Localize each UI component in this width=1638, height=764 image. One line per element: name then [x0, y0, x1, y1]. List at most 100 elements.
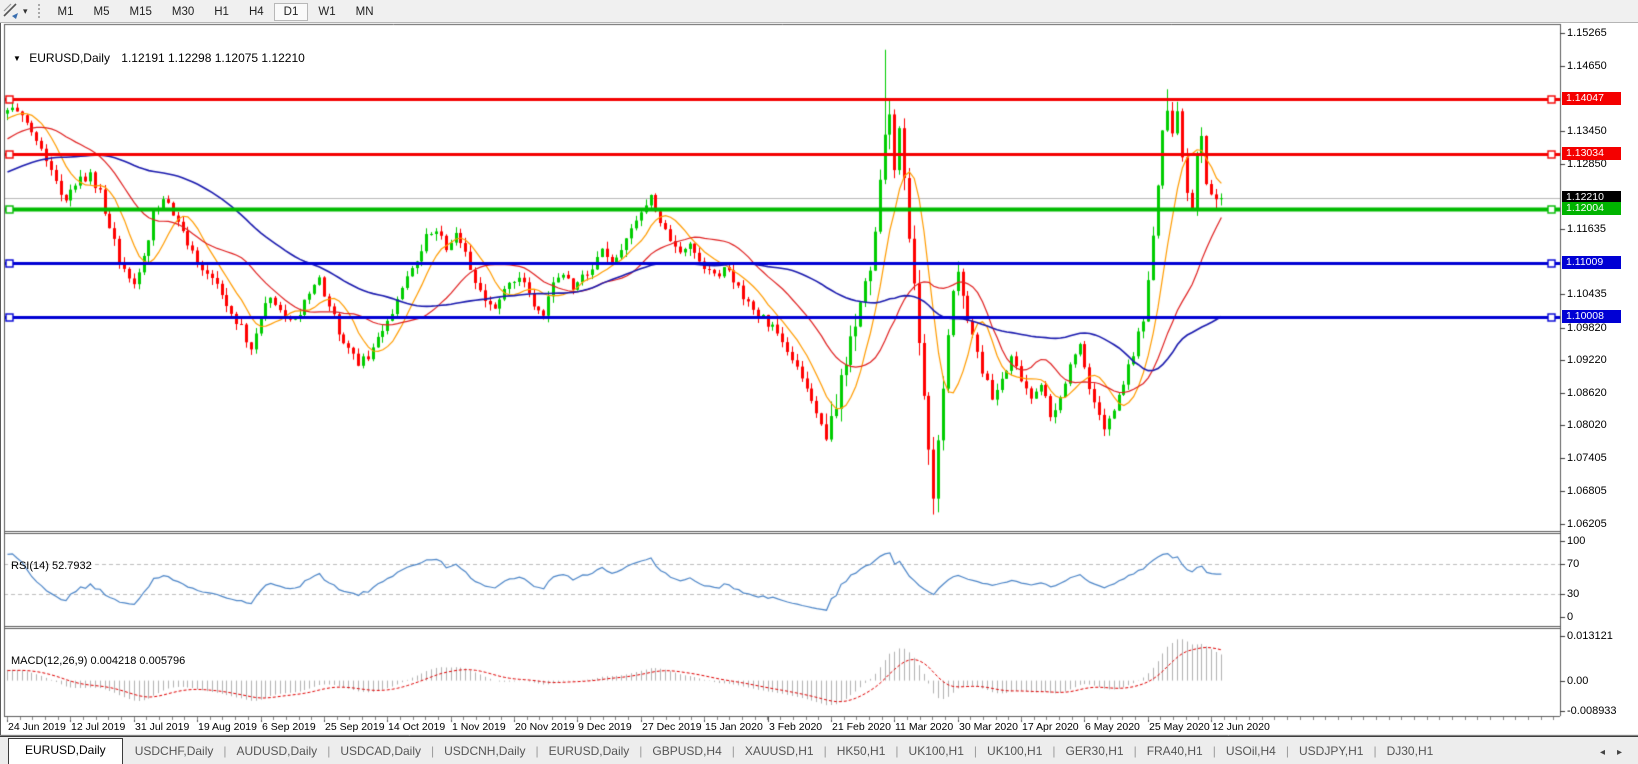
date-axis-label: 6 May 2020 — [1085, 721, 1140, 733]
price-axis-tick: 1.15265 — [1567, 27, 1607, 39]
rsi-axis-tick: 0 — [1567, 611, 1574, 623]
price-axis-tick: 1.11635 — [1567, 223, 1606, 235]
chart-tab-1-usdchfdaily[interactable]: USDCHF,Daily — [134, 744, 214, 758]
timeframe-button-h1[interactable]: H1 — [214, 6, 229, 18]
tab-separator: | — [1285, 744, 1289, 758]
tab-separator: | — [223, 744, 227, 758]
price-axis-tick: 1.13450 — [1567, 125, 1607, 137]
price-axis-tick: 1.08020 — [1567, 419, 1607, 431]
date-axis-label: 20 Nov 2019 — [515, 721, 575, 733]
price-axis-tick: 1.09820 — [1567, 322, 1607, 334]
price-tag-1.11009: 1.11009 — [1562, 256, 1621, 269]
timeframe-button-h4[interactable]: H4 — [248, 6, 264, 18]
tab-separator: | — [639, 744, 643, 758]
chart-tab-12-fra40h1[interactable]: FRA40,H1 — [1146, 744, 1203, 758]
date-axis-label: 12 Jun 2020 — [1212, 721, 1270, 733]
tab-separator: | — [1052, 744, 1056, 758]
price-axis-tick: 1.14650 — [1567, 60, 1607, 72]
chart-tab-3-usdcaddaily[interactable]: USDCAD,Daily — [340, 744, 421, 758]
chart-symbol-period: EURUSD,Daily — [29, 51, 110, 65]
date-axis-label: 3 Feb 2020 — [769, 721, 823, 733]
chart-tab-5-eurusddaily[interactable]: EURUSD,Daily — [548, 744, 630, 758]
macd-indicator-label: MACD(12,26,9) 0.004218 0.005796 — [11, 655, 186, 667]
chart-tab-4-usdcnhdaily[interactable]: USDCNH,Daily — [444, 744, 526, 758]
tab-scroll-left-icon[interactable]: ◂ — [1599, 747, 1605, 758]
timeframe-button-m5[interactable]: M5 — [93, 6, 110, 18]
timeframe-button-m30[interactable]: M30 — [171, 6, 195, 18]
price-axis-tick: 1.12850 — [1567, 158, 1607, 170]
date-axis-label: 15 Jan 2020 — [705, 721, 763, 733]
chart-tab-2-audusddaily[interactable]: AUDUSD,Daily — [236, 744, 318, 758]
timeframe-button-mn[interactable]: MN — [355, 6, 374, 18]
rsi-axis-tick: 100 — [1567, 535, 1586, 547]
chart-tab-13-usoilh4[interactable]: USOil,H4 — [1225, 744, 1276, 758]
chart-tab-7-xauusdh1[interactable]: XAUUSD,H1 — [744, 744, 814, 758]
price-axis-tick: 1.08620 — [1567, 387, 1607, 399]
tabs-holder: EURUSD,Daily USDCHF,Daily | AUDUSD,Daily | US… — [0, 738, 1443, 764]
chart-tab-15-dj30h1[interactable]: DJ30,H1 — [1386, 744, 1434, 758]
date-axis-label: 17 Apr 2020 — [1022, 721, 1079, 733]
date-axis-label: 21 Feb 2020 — [832, 721, 891, 733]
chart-ohlc-values: 1.12191 1.12298 1.12075 1.12210 — [121, 51, 305, 65]
toolbar-grip — [37, 4, 40, 18]
timeframe-toolbar: ▾ M1 M5 M15 M30 H1 H4 D1 W1 MN — [0, 0, 1638, 23]
indicator-cursor-icon[interactable] — [1, 2, 21, 20]
rsi-indicator-label: RSI(14) 52.7932 — [11, 560, 92, 572]
chevron-down-icon[interactable]: ▾ — [23, 5, 28, 16]
chart-tab-14-usdjpyh1[interactable]: USDJPY,H1 — [1298, 744, 1364, 758]
rsi-axis-tick: 70 — [1567, 558, 1580, 570]
macd-axis-tick: 0.013121 — [1567, 630, 1613, 642]
chart-tab-11-ger30h1[interactable]: GER30,H1 — [1065, 744, 1124, 758]
timeframe-button-m1[interactable]: M1 — [57, 6, 74, 18]
date-axis-label: 25 Sep 2019 — [325, 721, 385, 733]
chart-tab-6-gbpusdh4[interactable]: GBPUSD,H4 — [652, 744, 722, 758]
price-axis-tick: 1.09220 — [1567, 354, 1607, 366]
tab-separator: | — [1212, 744, 1216, 758]
tab-separator: | — [823, 744, 827, 758]
timeframe-buttons: M1 M5 M15 M30 H1 H4 D1 W1 MN — [48, 2, 384, 21]
tab-separator: | — [431, 744, 435, 758]
price-axis-tick: 1.07405 — [1567, 452, 1607, 464]
timeframe-button-w1[interactable]: W1 — [318, 6, 336, 18]
symbol-dropdown-icon[interactable]: ▼ — [13, 54, 21, 63]
macd-axis-tick: 0.00 — [1567, 675, 1589, 687]
tab-separator: | — [1373, 744, 1377, 758]
date-axis-label: 25 May 2020 — [1149, 721, 1210, 733]
date-axis-label: 6 Sep 2019 — [262, 721, 316, 733]
tab-separator: | — [731, 744, 735, 758]
tab-separator: | — [327, 744, 331, 758]
price-tag-1.14047: 1.14047 — [1562, 92, 1621, 105]
date-axis-label: 19 Aug 2019 — [198, 721, 257, 733]
date-axis-label: 9 Dec 2019 — [578, 721, 632, 733]
tab-scroll-buttons: ◂ ▸ — [1594, 747, 1628, 764]
tab-separator: | — [1133, 744, 1137, 758]
chart-window: ▼ EURUSD,Daily 1.12191 1.12298 1.12075 1… — [0, 23, 1637, 735]
chart-tab-10-uk100h1[interactable]: UK100,H1 — [987, 744, 1043, 758]
tab-separator: | — [895, 744, 899, 758]
date-axis-label: 11 Mar 2020 — [895, 721, 954, 733]
price-tag-1.12210: 1.12210 — [1562, 191, 1621, 204]
price-axis-tick: 1.06805 — [1567, 485, 1607, 497]
date-axis-label: 30 Mar 2020 — [959, 721, 1018, 733]
price-axis-tick: 1.06205 — [1567, 518, 1607, 530]
macd-axis-tick: -0.008933 — [1567, 705, 1617, 717]
tab-separator: | — [973, 744, 978, 758]
date-axis-label: 27 Dec 2019 — [642, 721, 702, 733]
tab-separator: | — [535, 744, 539, 758]
price-tag-1.12004: 1.12004 — [1562, 202, 1621, 215]
price-axis-tick: 1.10435 — [1567, 288, 1607, 300]
timeframe-button-m15[interactable]: M15 — [129, 6, 152, 18]
price-tag-1.10008: 1.10008 — [1562, 310, 1621, 323]
timeframe-button-d1[interactable]: D1 — [273, 3, 309, 21]
rsi-axis-tick: 30 — [1567, 588, 1580, 600]
date-axis-label: 1 Nov 2019 — [452, 721, 506, 733]
chart-tab-9-uk100h1[interactable]: UK100,H1 — [908, 744, 964, 758]
date-axis-label: 31 Jul 2019 — [135, 721, 190, 733]
date-axis-label: 14 Oct 2019 — [388, 721, 446, 733]
tab-scroll-right-icon[interactable]: ▸ — [1616, 747, 1622, 758]
chart-tab-bar: EURUSD,Daily USDCHF,Daily | AUDUSD,Daily | US… — [0, 736, 1638, 764]
chart-tab-8-hk50h1[interactable]: HK50,H1 — [836, 744, 886, 758]
chart-tab-0-eurusddaily[interactable]: EURUSD,Daily — [8, 738, 123, 764]
